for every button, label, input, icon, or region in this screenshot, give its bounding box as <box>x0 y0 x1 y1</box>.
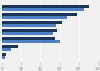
Bar <box>2 8 84 11</box>
Bar <box>2 45 18 48</box>
Bar <box>2 37 55 40</box>
Bar <box>2 5 89 8</box>
Bar <box>2 40 60 43</box>
Bar <box>2 13 77 16</box>
Bar <box>2 53 6 56</box>
Bar <box>2 32 53 35</box>
Bar <box>2 16 67 19</box>
Bar <box>2 48 11 51</box>
Bar <box>2 56 5 59</box>
Bar <box>2 24 56 27</box>
Bar <box>2 21 62 24</box>
Bar <box>2 29 57 32</box>
